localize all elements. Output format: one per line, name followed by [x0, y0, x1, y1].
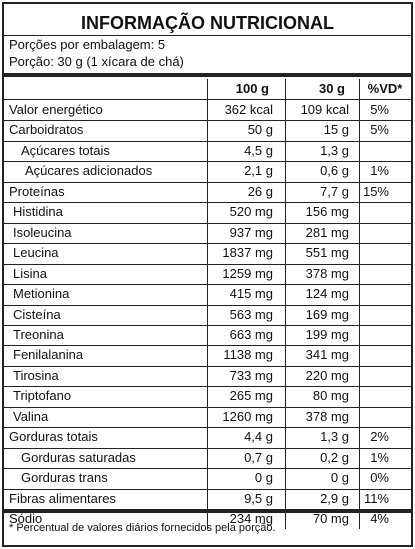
daily-value: 1%: [370, 163, 389, 179]
column-header: %VD*: [367, 81, 403, 96]
amount: 234 mg: [229, 511, 273, 526]
amount: 362 kcal: [224, 102, 273, 117]
amount: 199 mg: [305, 326, 349, 342]
nutrient-name: Sódio: [9, 511, 43, 526]
amount: 156 mg: [305, 204, 349, 220]
amount: 2,9 g: [320, 490, 349, 506]
nutrient-name: Histidina: [13, 204, 63, 220]
amount: 4,4 g: [244, 429, 273, 445]
daily-value: 2%: [370, 429, 389, 445]
nutrient-name: Açúcares adicionados: [25, 163, 153, 179]
column-rule: [359, 79, 360, 530]
amount: 169 mg: [305, 306, 349, 322]
amount: 1837 mg: [222, 245, 273, 261]
column-header: 100 g: [235, 81, 269, 96]
amount: 1,3 g: [320, 429, 349, 445]
amount: 0,7 g: [244, 449, 273, 465]
amount: 26 g: [247, 183, 273, 199]
daily-value: 4%: [370, 511, 389, 526]
nutrient-name: Lisina: [13, 265, 47, 281]
amount: 378 mg: [305, 265, 349, 281]
column-rule: [207, 79, 208, 530]
amount: 551 mg: [305, 245, 349, 261]
nutrient-name: Valina: [13, 408, 49, 424]
amount: 7,7 g: [320, 183, 349, 199]
amount: 378 mg: [305, 408, 349, 424]
daily-value: 11%: [363, 490, 389, 506]
amount: 0 g: [330, 470, 349, 486]
amount: 1259 mg: [222, 265, 273, 281]
nutrient-name: Gorduras trans: [21, 470, 108, 486]
nutrient-name: Carboidratos: [9, 122, 84, 138]
footnote: * Percentual de valores diários fornecid…: [9, 522, 276, 534]
nutrient-name: Fenilalanina: [13, 347, 84, 363]
daily-value: 15%: [362, 183, 389, 199]
nutrient-name: Tirosina: [13, 367, 59, 383]
column-rule: [285, 79, 286, 530]
amount: 220 mg: [305, 367, 349, 383]
servings: Porções por embalagem: 5: [9, 37, 166, 52]
amount: 0 g: [254, 470, 273, 486]
amount: 109 kcal: [300, 102, 349, 117]
amount: 1260 mg: [222, 408, 273, 424]
amount: 663 mg: [229, 326, 273, 342]
amount: 520 mg: [229, 204, 273, 220]
amount: 0,6 g: [320, 163, 349, 179]
daily-value: 5%: [370, 102, 389, 117]
nutrient-name: Cisteína: [13, 306, 61, 322]
amount: 124 mg: [305, 286, 349, 302]
portion: Porção: 30 g (1 xícara de chá): [9, 54, 184, 69]
nutrient-name: Isoleucina: [13, 224, 72, 240]
amount: 341 mg: [305, 347, 349, 363]
nutrient-name: Valor energético: [9, 102, 103, 117]
amount: 70 mg: [312, 511, 349, 526]
nutrient-name: Metionina: [13, 286, 70, 302]
amount: 9,5 g: [244, 490, 273, 506]
nutrient-name: Fibras alimentares: [9, 490, 116, 506]
nutrient-name: Gorduras saturadas: [21, 449, 136, 465]
amount: 50 g: [247, 122, 273, 138]
nutrient-name: Gorduras totais: [9, 429, 98, 445]
title: INFORMAÇÃO NUTRICIONAL: [81, 13, 334, 33]
amount: 281 mg: [305, 224, 349, 240]
amount: 415 mg: [229, 286, 273, 302]
nutrient-name: Leucina: [13, 245, 59, 261]
nutrient-name: Treonina: [13, 326, 64, 342]
amount: 15 g: [323, 122, 349, 138]
amount: 1138 mg: [223, 347, 273, 363]
nutrient-name: Proteínas: [9, 183, 65, 199]
column-header: 30 g: [318, 81, 345, 96]
thick-rule: [4, 73, 411, 77]
daily-value: 5%: [370, 122, 389, 138]
nutrient-name: Açúcares totais: [21, 142, 110, 158]
amount: 563 mg: [229, 306, 273, 322]
amount: 2,1 g: [244, 163, 273, 179]
nutrient-name: Triptofano: [13, 388, 72, 404]
rule: [4, 35, 411, 36]
amount: 733 mg: [229, 367, 273, 383]
amount: 4,5 g: [244, 142, 273, 158]
amount: 0,2 g: [320, 449, 349, 465]
amount: 1,3 g: [320, 142, 349, 158]
amount: 265 mg: [229, 388, 273, 404]
daily-value: 1%: [370, 449, 389, 465]
amount: 80 mg: [312, 388, 349, 404]
amount: 937 mg: [229, 224, 273, 240]
daily-value: 0%: [370, 470, 389, 486]
